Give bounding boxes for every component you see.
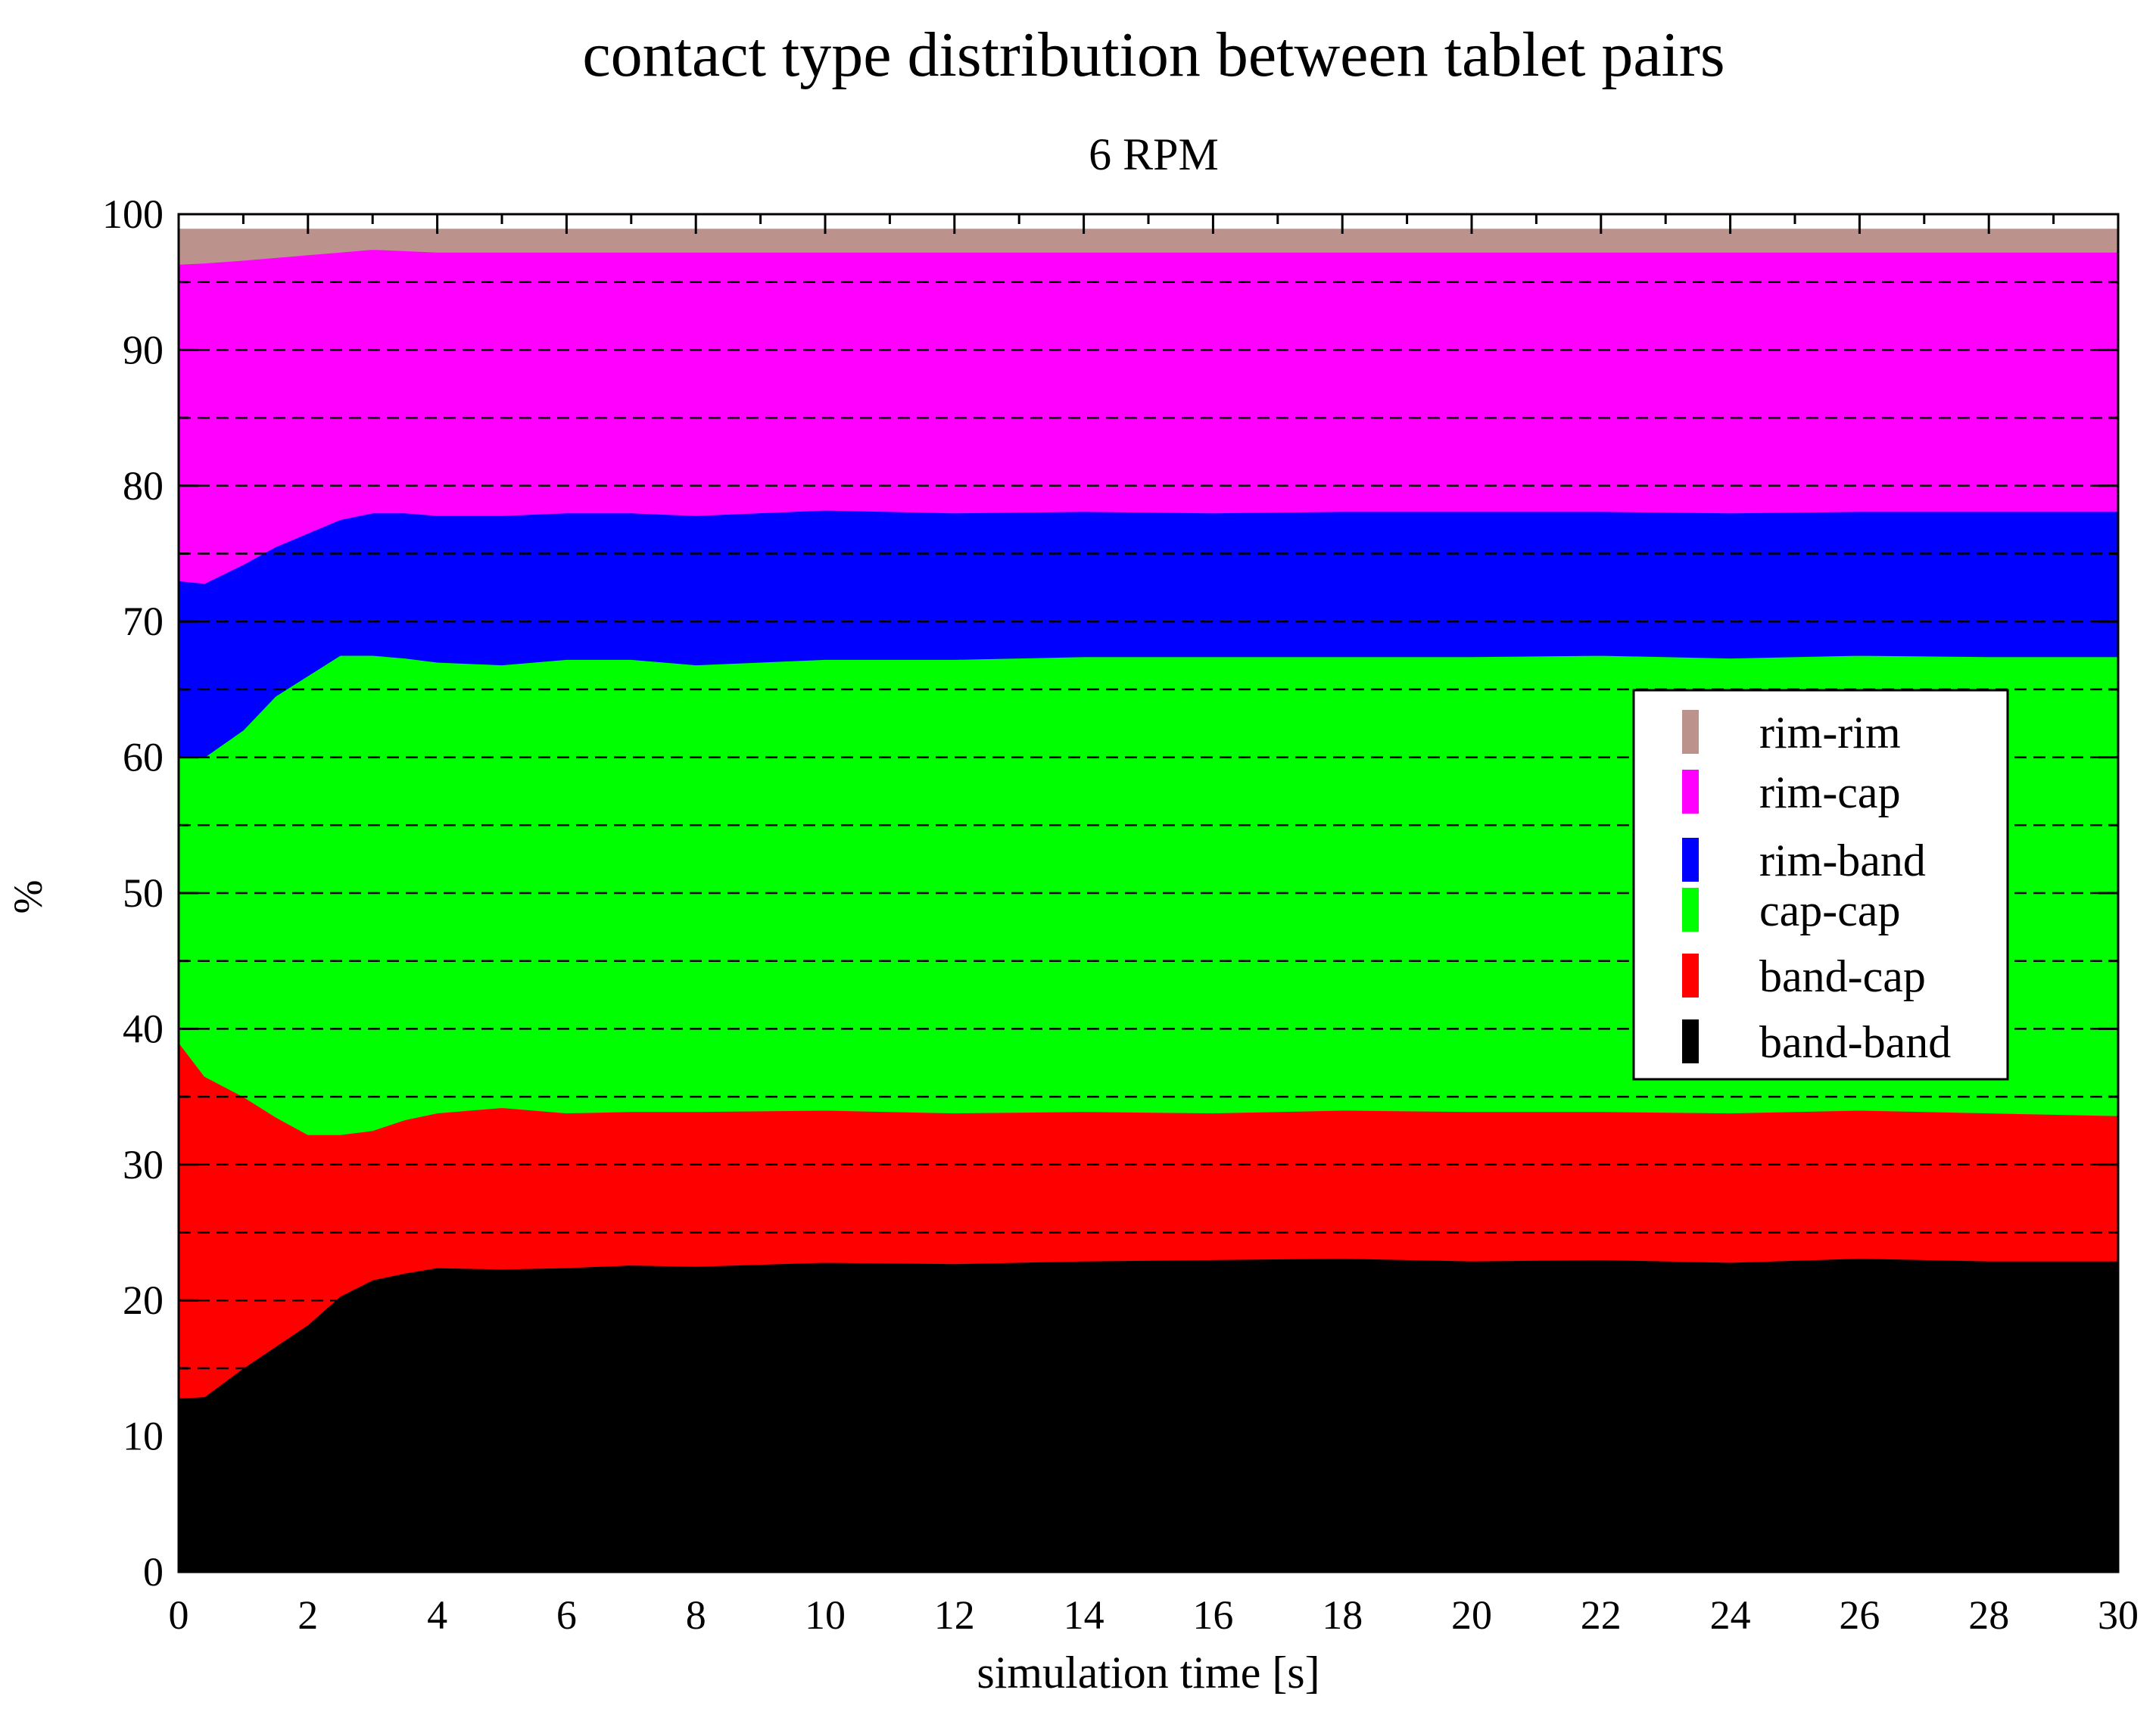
x-tick-label: 18: [1322, 1592, 1363, 1638]
y-tick-label: 100: [102, 191, 164, 237]
x-tick-label: 6: [556, 1592, 577, 1638]
legend-label-band-cap: band-cap: [1759, 951, 1926, 1001]
y-tick-label: 60: [123, 735, 164, 780]
x-tick-label: 20: [1451, 1592, 1492, 1638]
y-tick-label: 50: [123, 870, 164, 916]
y-tick-label: 80: [123, 463, 164, 509]
x-tick-label: 26: [1839, 1592, 1880, 1638]
area-band-band: [178, 1258, 2119, 1573]
x-tick-label: 0: [169, 1592, 189, 1638]
y-tick-label: 20: [123, 1278, 164, 1323]
x-tick-label: 22: [1581, 1592, 1622, 1638]
legend-swatch-rim-rim: [1682, 710, 1699, 754]
legend-label-band-band: band-band: [1759, 1017, 1951, 1067]
legend-label-rim-cap: rim-cap: [1759, 767, 1901, 817]
y-tick-label: 90: [123, 327, 164, 372]
x-tick-label: 4: [427, 1592, 447, 1638]
legend-label-rim-band: rim-band: [1759, 836, 1926, 885]
chart-subtitle: 6 RPM: [1089, 129, 1219, 179]
chart-title: contact type distribution between tablet…: [582, 20, 1724, 90]
x-tick-label: 14: [1064, 1592, 1104, 1638]
x-tick-label: 8: [686, 1592, 706, 1638]
x-tick-label: 10: [805, 1592, 846, 1638]
y-tick-label: 70: [123, 599, 164, 644]
y-tick-label: 10: [123, 1414, 164, 1459]
legend-label-cap-cap: cap-cap: [1759, 885, 1901, 935]
x-tick-label: 2: [298, 1592, 318, 1638]
legend-box: [1632, 689, 2009, 1081]
legend-swatch-band-band: [1682, 1019, 1699, 1063]
x-tick-label: 28: [1968, 1592, 2009, 1638]
x-tick-label: 16: [1192, 1592, 1233, 1638]
x-tick-label: 30: [2098, 1592, 2139, 1638]
legend-swatch-rim-cap: [1682, 770, 1699, 814]
x-tick-label: 24: [1710, 1592, 1751, 1638]
x-axis-label: simulation time [s]: [977, 1648, 1319, 1698]
y-tick-label: 0: [143, 1549, 164, 1595]
y-tick-label: 40: [123, 1006, 164, 1051]
legend-label-rim-rim: rim-rim: [1759, 708, 1901, 758]
legend-swatch-cap-cap: [1682, 888, 1699, 932]
y-tick-label: 30: [123, 1142, 164, 1187]
legend-swatch-band-cap: [1682, 954, 1699, 997]
x-tick-label: 12: [934, 1592, 975, 1638]
legend-swatch-rim-band: [1682, 838, 1699, 882]
y-axis-label: %: [5, 880, 51, 914]
